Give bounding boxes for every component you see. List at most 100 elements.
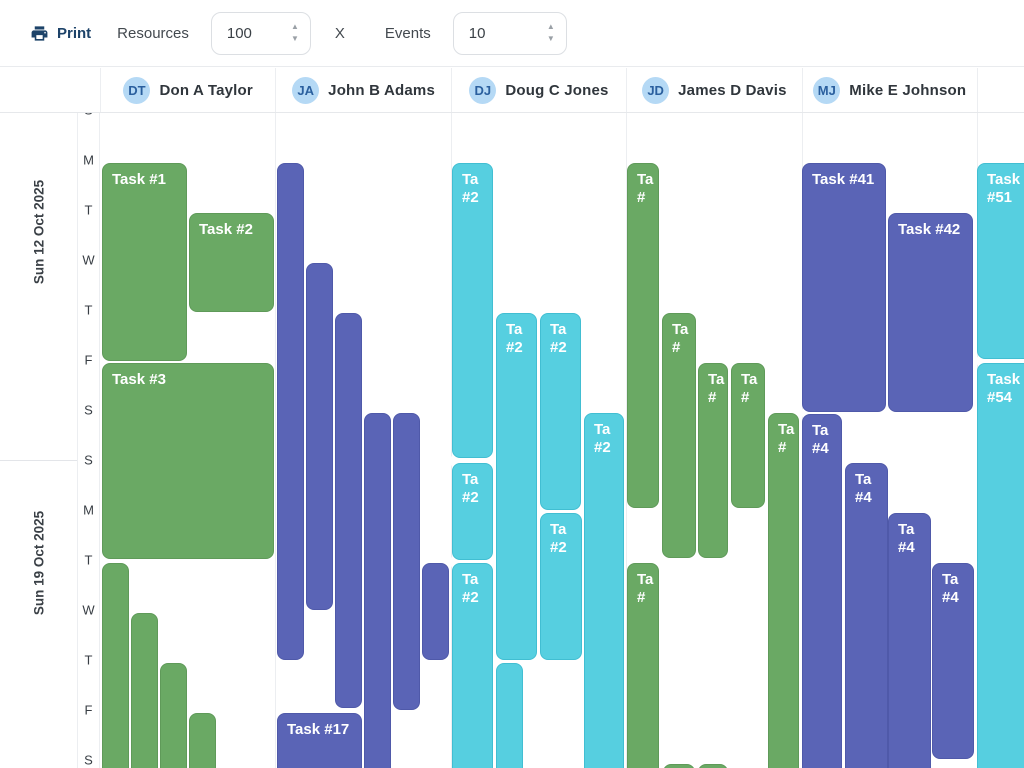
event-bar[interactable] (277, 163, 304, 660)
event-bar[interactable] (422, 563, 449, 660)
multiply-label: X (334, 24, 345, 42)
event-bar[interactable]: Task #42 (888, 213, 973, 412)
spin-up-icon[interactable]: ▲ (546, 22, 555, 31)
event-bar[interactable]: Ta # (698, 363, 728, 558)
events-input[interactable]: 10 ▲ ▼ (452, 11, 567, 55)
day-label: T (84, 202, 93, 218)
day-label: M (83, 502, 94, 518)
event-junction-notch (801, 408, 807, 418)
column-separator (450, 113, 452, 768)
event-bar[interactable] (364, 413, 391, 768)
event-bar[interactable]: Task #17 (277, 713, 362, 768)
day-label: S (84, 752, 93, 768)
event-bar[interactable]: Ta #2 (452, 463, 493, 560)
event-junction-notch (976, 356, 982, 366)
resource-header-6: DJ (977, 68, 1024, 112)
week-label: Sun 19 Oct 2025 (31, 510, 46, 616)
event-bar[interactable] (496, 663, 523, 768)
resources-value: 100 (226, 24, 252, 42)
avatar: JA (292, 76, 320, 104)
event-bar[interactable]: Ta #2 (584, 413, 624, 768)
event-bar[interactable]: Ta #4 (888, 513, 931, 768)
event-bar[interactable]: Ta #2 (540, 313, 581, 510)
day-label: W (82, 602, 95, 618)
week-axis: Sun 12 Oct 2025 Sun 19 Oct 2025 (0, 113, 78, 768)
resource-header-2: JA John B Adams (275, 68, 451, 112)
event-bar[interactable] (102, 563, 129, 768)
event-bar[interactable]: Task #3 (102, 363, 274, 559)
resource-header-4: JD James D Davis (626, 68, 802, 112)
resource-header-5: MJ Mike E Johnson (801, 68, 977, 112)
event-junction-notch (495, 657, 501, 667)
avatar: MJ (813, 76, 841, 104)
week-label: Sun 12 Oct 2025 (31, 179, 46, 285)
events-value: 10 (468, 24, 486, 42)
event-junction-notch (101, 357, 107, 367)
event-bar[interactable]: Ta # (627, 563, 659, 768)
event-bar[interactable] (698, 764, 728, 768)
spin-down-icon[interactable]: ▼ (290, 34, 299, 43)
event-bar[interactable]: Ta #2 (540, 513, 582, 660)
day-label: T (84, 302, 93, 318)
event-bar[interactable]: Task #54 (977, 363, 1024, 768)
resource-name: Mike E Johnson (849, 81, 967, 99)
day-label: S (78, 113, 99, 118)
column-separator (275, 113, 277, 768)
week-divider (0, 460, 77, 461)
day-label: S (84, 452, 93, 468)
resource-header-3: DJ Doug C Jones (450, 68, 627, 112)
avatar: DJ (469, 76, 497, 104)
event-bar[interactable]: Ta # (768, 413, 799, 768)
event-junction-notch (451, 456, 457, 466)
event-bar[interactable] (393, 413, 420, 710)
day-label: F (84, 702, 93, 718)
printer-icon (30, 24, 49, 43)
scheduler-grid[interactable]: Task #1 Task #2 Task #3 Task #17 Ta #2 Ta #2 T… (100, 113, 1024, 768)
event-bar[interactable] (189, 713, 216, 768)
resources-spinner[interactable]: ▲ ▼ (291, 23, 299, 43)
event-bar[interactable]: Ta #4 (932, 563, 974, 759)
avatar: JD (642, 76, 670, 104)
event-bar[interactable]: Ta #4 (845, 463, 888, 768)
event-bar[interactable] (335, 313, 362, 708)
day-axis: S M T W T F S S M T W T F S (78, 113, 100, 768)
day-label: T (84, 552, 93, 568)
event-bar[interactable] (663, 764, 695, 768)
resource-name: Don A Taylor (159, 81, 253, 99)
event-bar[interactable]: Task #1 (102, 163, 187, 361)
print-label: Print (57, 24, 92, 42)
event-bar[interactable]: Task #41 (802, 163, 886, 412)
event-junction-notch (451, 557, 457, 567)
event-bar[interactable]: Ta # (662, 313, 696, 558)
event-bar[interactable]: Task #51 (977, 163, 1024, 359)
print-button[interactable]: Print (30, 24, 91, 43)
event-bar[interactable] (131, 613, 158, 768)
day-label: T (84, 652, 93, 668)
events-spinner[interactable]: ▲ ▼ (547, 23, 555, 43)
event-bar[interactable] (160, 663, 187, 768)
event-bar[interactable]: Ta # (627, 163, 659, 508)
toolbar: Print Resources 100 ▲ ▼ X Events 10 ▲ ▼ (0, 0, 1024, 67)
event-bar[interactable]: Task #2 (189, 213, 274, 312)
event-bar[interactable]: Ta #2 (452, 163, 493, 458)
event-bar[interactable]: Ta # (731, 363, 765, 508)
resources-input[interactable]: 100 ▲ ▼ (210, 11, 311, 55)
event-bar[interactable]: Ta #2 (452, 563, 493, 768)
resources-label: Resources (117, 24, 189, 42)
resource-name: Doug C Jones (505, 81, 609, 99)
spin-up-icon[interactable]: ▲ (290, 22, 299, 31)
column-separator (626, 113, 628, 768)
day-label: W (82, 252, 95, 268)
event-bar[interactable]: Ta #2 (496, 313, 537, 660)
event-junction-notch (539, 507, 545, 517)
avatar: DT (123, 76, 151, 104)
spin-down-icon[interactable]: ▼ (546, 34, 555, 43)
resource-name: James D Davis (678, 81, 787, 99)
event-bar[interactable]: Ta #4 (802, 414, 842, 768)
events-label: Events (384, 24, 431, 42)
day-label: M (83, 152, 94, 168)
resource-name: John B Adams (328, 81, 436, 99)
event-bar[interactable] (306, 263, 333, 610)
day-label: F (84, 352, 93, 368)
resource-header-row: DT Don A Taylor JA John B Adams DJ Doug C Jon… (0, 68, 1024, 113)
